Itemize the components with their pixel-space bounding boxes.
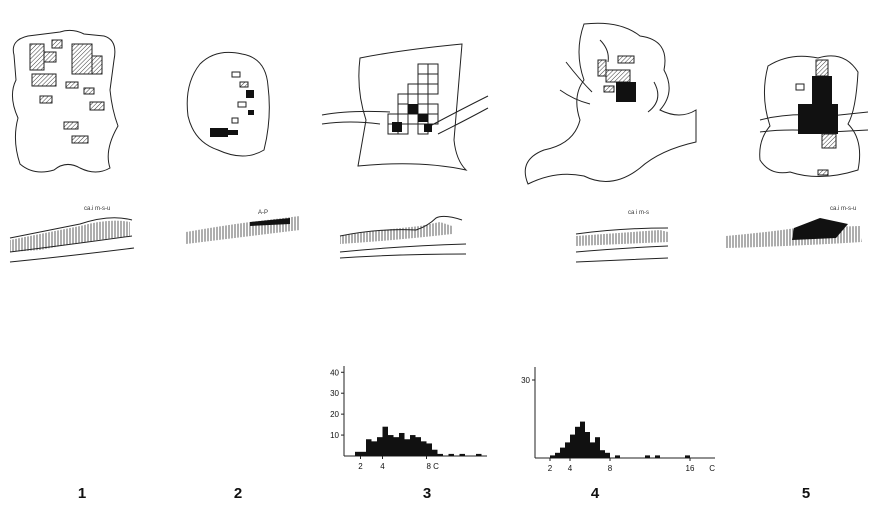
histogram-bar	[372, 441, 378, 456]
histogram-bar	[405, 439, 411, 456]
histogram-bar	[438, 454, 444, 456]
histogram-bar	[432, 450, 438, 456]
panel-label: 4	[591, 485, 600, 502]
histogram-bar	[399, 433, 405, 456]
annotation: A-P	[258, 210, 268, 216]
histogram-bar	[685, 455, 690, 458]
histogram-bar	[560, 448, 565, 458]
histogram-bar	[575, 427, 580, 458]
section-profile	[10, 216, 862, 262]
x-axis-unit: C	[709, 464, 715, 473]
histogram-bar	[645, 455, 650, 458]
histogram-bar	[421, 441, 427, 456]
histogram-bar	[615, 455, 620, 458]
x-tick-label: 4	[380, 462, 385, 471]
site-plan	[12, 30, 118, 172]
annotation: ca.i m-s-u	[830, 206, 856, 212]
site-plan	[322, 44, 488, 170]
histogram-bar	[427, 443, 433, 456]
histogram-bar	[416, 437, 422, 456]
y-tick-label: 30	[521, 376, 530, 385]
histogram-bar	[388, 435, 394, 456]
histogram-bar	[580, 422, 585, 458]
x-tick-label: 4	[568, 464, 573, 473]
histogram-bar	[550, 455, 555, 458]
y-tick-label: 40	[330, 368, 339, 377]
histogram-bar	[655, 455, 660, 458]
histogram-bar	[570, 435, 575, 458]
histogram-bar	[377, 437, 383, 456]
histogram-bar	[595, 437, 600, 458]
histogram-bar	[605, 453, 610, 458]
histogram-bar	[590, 442, 595, 458]
histogram-bar	[600, 450, 605, 458]
site-plan	[187, 52, 269, 156]
annotation: ca i m-s	[628, 210, 649, 216]
histogram-bar	[565, 442, 570, 458]
panel-label: 2	[234, 485, 242, 502]
site-plan	[760, 56, 868, 177]
histogram-bar	[449, 454, 455, 456]
x-tick-label: 8 C	[427, 462, 440, 471]
x-tick-label: 2	[358, 462, 363, 471]
x-tick-label: 8	[608, 464, 613, 473]
histogram-bar	[410, 435, 416, 456]
histogram-bar	[383, 427, 389, 456]
panel-label: 5	[802, 485, 810, 502]
figure: ca.i m-s-u A-P ca i m-s ca.i m-s-u 1 2 3…	[0, 0, 873, 507]
histogram-bar	[366, 439, 372, 456]
histogram-bar	[361, 452, 367, 456]
panel-label: 3	[423, 485, 431, 502]
histogram-bar	[394, 437, 400, 456]
y-tick-label: 10	[330, 431, 339, 440]
x-tick-label: 16	[686, 464, 695, 473]
panel-label: 1	[78, 485, 86, 502]
histogram-bar	[355, 452, 361, 456]
y-tick-label: 30	[330, 389, 339, 398]
x-tick-label: 2	[548, 464, 553, 473]
histogram-bar	[585, 432, 590, 458]
histogram-bar	[460, 454, 466, 456]
y-tick-label: 20	[330, 410, 339, 419]
annotation: ca.i m-s-u	[84, 206, 110, 212]
histogram-bar	[476, 454, 482, 456]
histogram-bar	[555, 453, 560, 458]
site-plan	[525, 23, 696, 184]
